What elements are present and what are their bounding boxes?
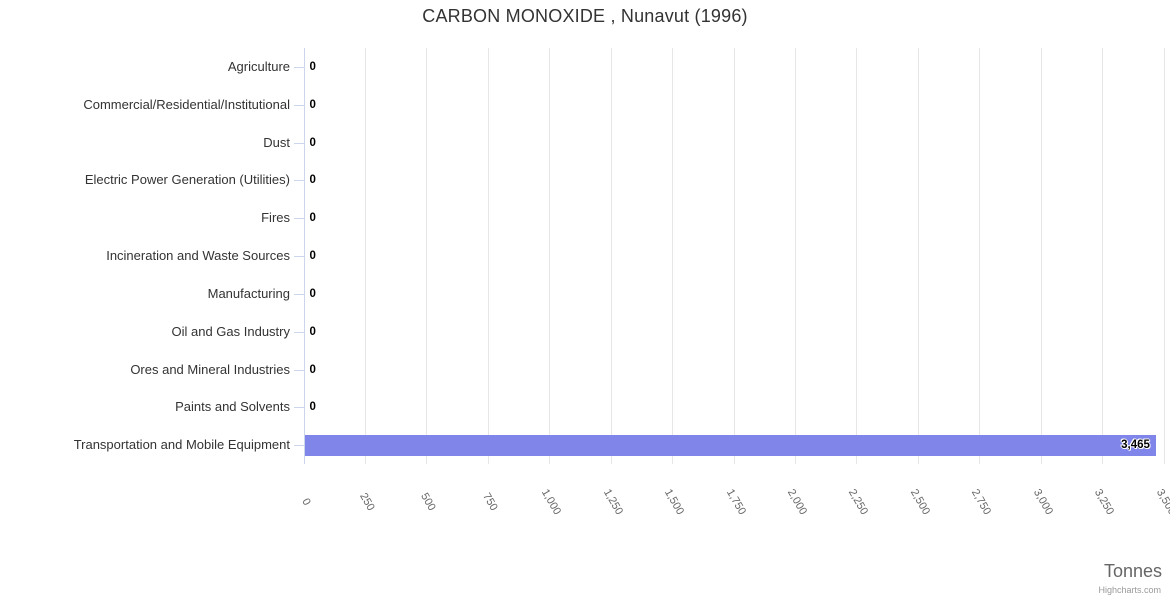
y-axis-line [303,48,305,464]
x-axis-tick-label: 2,750 [969,487,994,517]
y-axis-tick [293,142,304,144]
x-axis-tick-label: 3,250 [1092,487,1117,517]
x-axis-tick-label: 0 [298,496,313,508]
gridline [979,48,981,464]
gridline [672,48,674,464]
gridline [1163,48,1165,464]
x-axis-tick-label: 250 [357,491,377,513]
x-axis-tick-label: 2,250 [846,487,871,517]
x-axis-tick-label: 1,250 [600,487,625,517]
category-label: Transportation and Mobile Equipment [73,437,290,453]
gridline [1040,48,1042,464]
data-label: 3,465 [1121,438,1150,451]
category-label: Incineration and Waste Sources [106,248,290,263]
gridline [487,48,489,464]
category-label: Manufacturing [207,285,290,301]
data-label: 0 [309,363,316,376]
category-label: Commercial/Residential/Institutional [83,96,290,112]
y-axis-tick [293,218,304,220]
highcharts-credit-link[interactable]: Highcharts.com [1098,585,1161,595]
x-axis-tick-label: 1,000 [539,487,564,517]
y-axis-tick [293,445,304,447]
gridline [794,48,796,464]
category-label: Electric Power Generation (Utilities) [84,172,290,188]
x-axis-title: Tonnes [1103,561,1162,581]
data-label: 0 [309,98,316,111]
plot-area: 0 0 0 0 0 0 0 0 0 0 3,465 [293,48,1165,464]
chart-title: CARBON MONOXIDE , Nunavut (1996) [422,6,748,26]
bar[interactable]: 3,465 [304,434,1156,456]
gridline [426,48,428,464]
y-axis-tick [293,180,304,182]
y-axis-tick [293,369,304,371]
gridline [733,48,735,464]
y-axis-tick [293,256,304,257]
gridline [610,48,612,464]
x-axis-tick-label: 1,500 [662,487,687,517]
gridline [917,48,919,464]
x-axis-tick-label: 2,000 [784,487,809,517]
category-label: Paints and Solvents [175,399,290,415]
x-axis-tick-label: 500 [418,491,439,513]
x-axis-tick-label: 1,750 [723,487,748,517]
data-label: 0 [309,287,316,300]
gridline [1102,48,1104,464]
data-label: 0 [309,136,316,149]
category-label: Ores and Mineral Industries [130,361,290,377]
y-axis-tick [293,331,304,333]
gridline [856,48,858,464]
category-label: Fires [261,210,290,226]
y-axis-tick [293,66,304,68]
category-label: Dust [263,134,290,150]
data-label: 0 [309,174,316,187]
data-label: 0 [309,212,316,225]
x-axis-tick-label: 3,000 [1030,487,1055,517]
data-label: 0 [309,325,316,338]
gridline [364,48,366,464]
data-label: 0 [309,401,316,414]
gridline [549,48,551,464]
y-axis-tick [293,104,304,106]
data-label: 0 [309,60,316,73]
y-axis-tick [293,293,304,295]
data-label: 0 [309,250,316,262]
category-label: Oil and Gas Industry [171,323,291,339]
category-label: Agriculture [227,58,290,74]
x-axis-tick-label: 3,500 [1153,487,1170,517]
x-axis-tick-label: 2,500 [907,487,932,517]
y-axis-tick [293,407,304,409]
x-axis-tick-label: 750 [480,491,500,513]
